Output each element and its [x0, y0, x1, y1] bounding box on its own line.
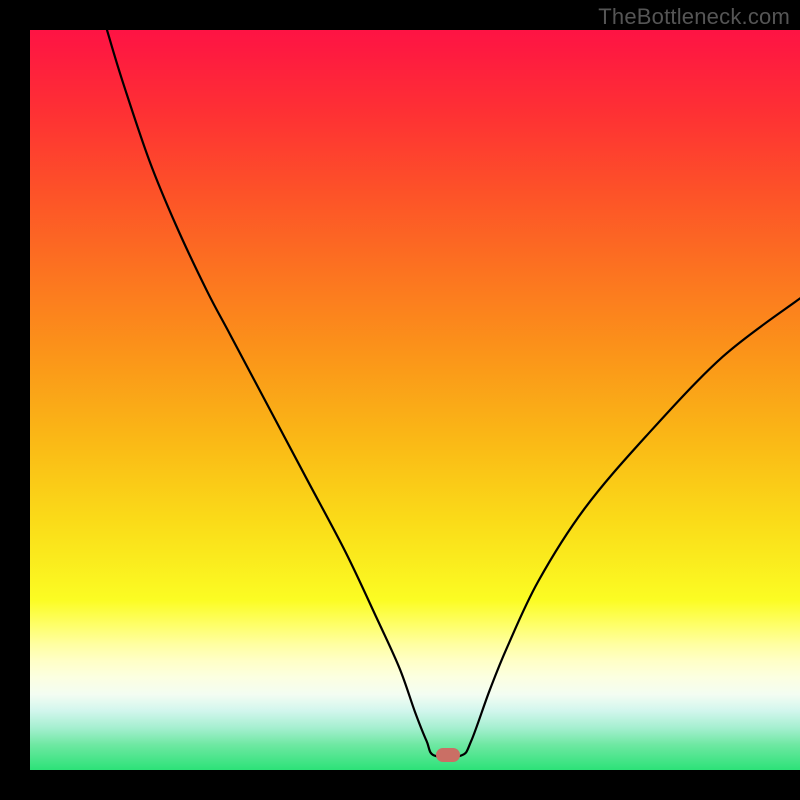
- chart-frame: TheBottleneck.com: [0, 0, 800, 800]
- minimum-marker: [436, 748, 460, 762]
- plot-background: [30, 30, 800, 770]
- watermark-text: TheBottleneck.com: [598, 4, 790, 30]
- plot-area: [30, 30, 800, 770]
